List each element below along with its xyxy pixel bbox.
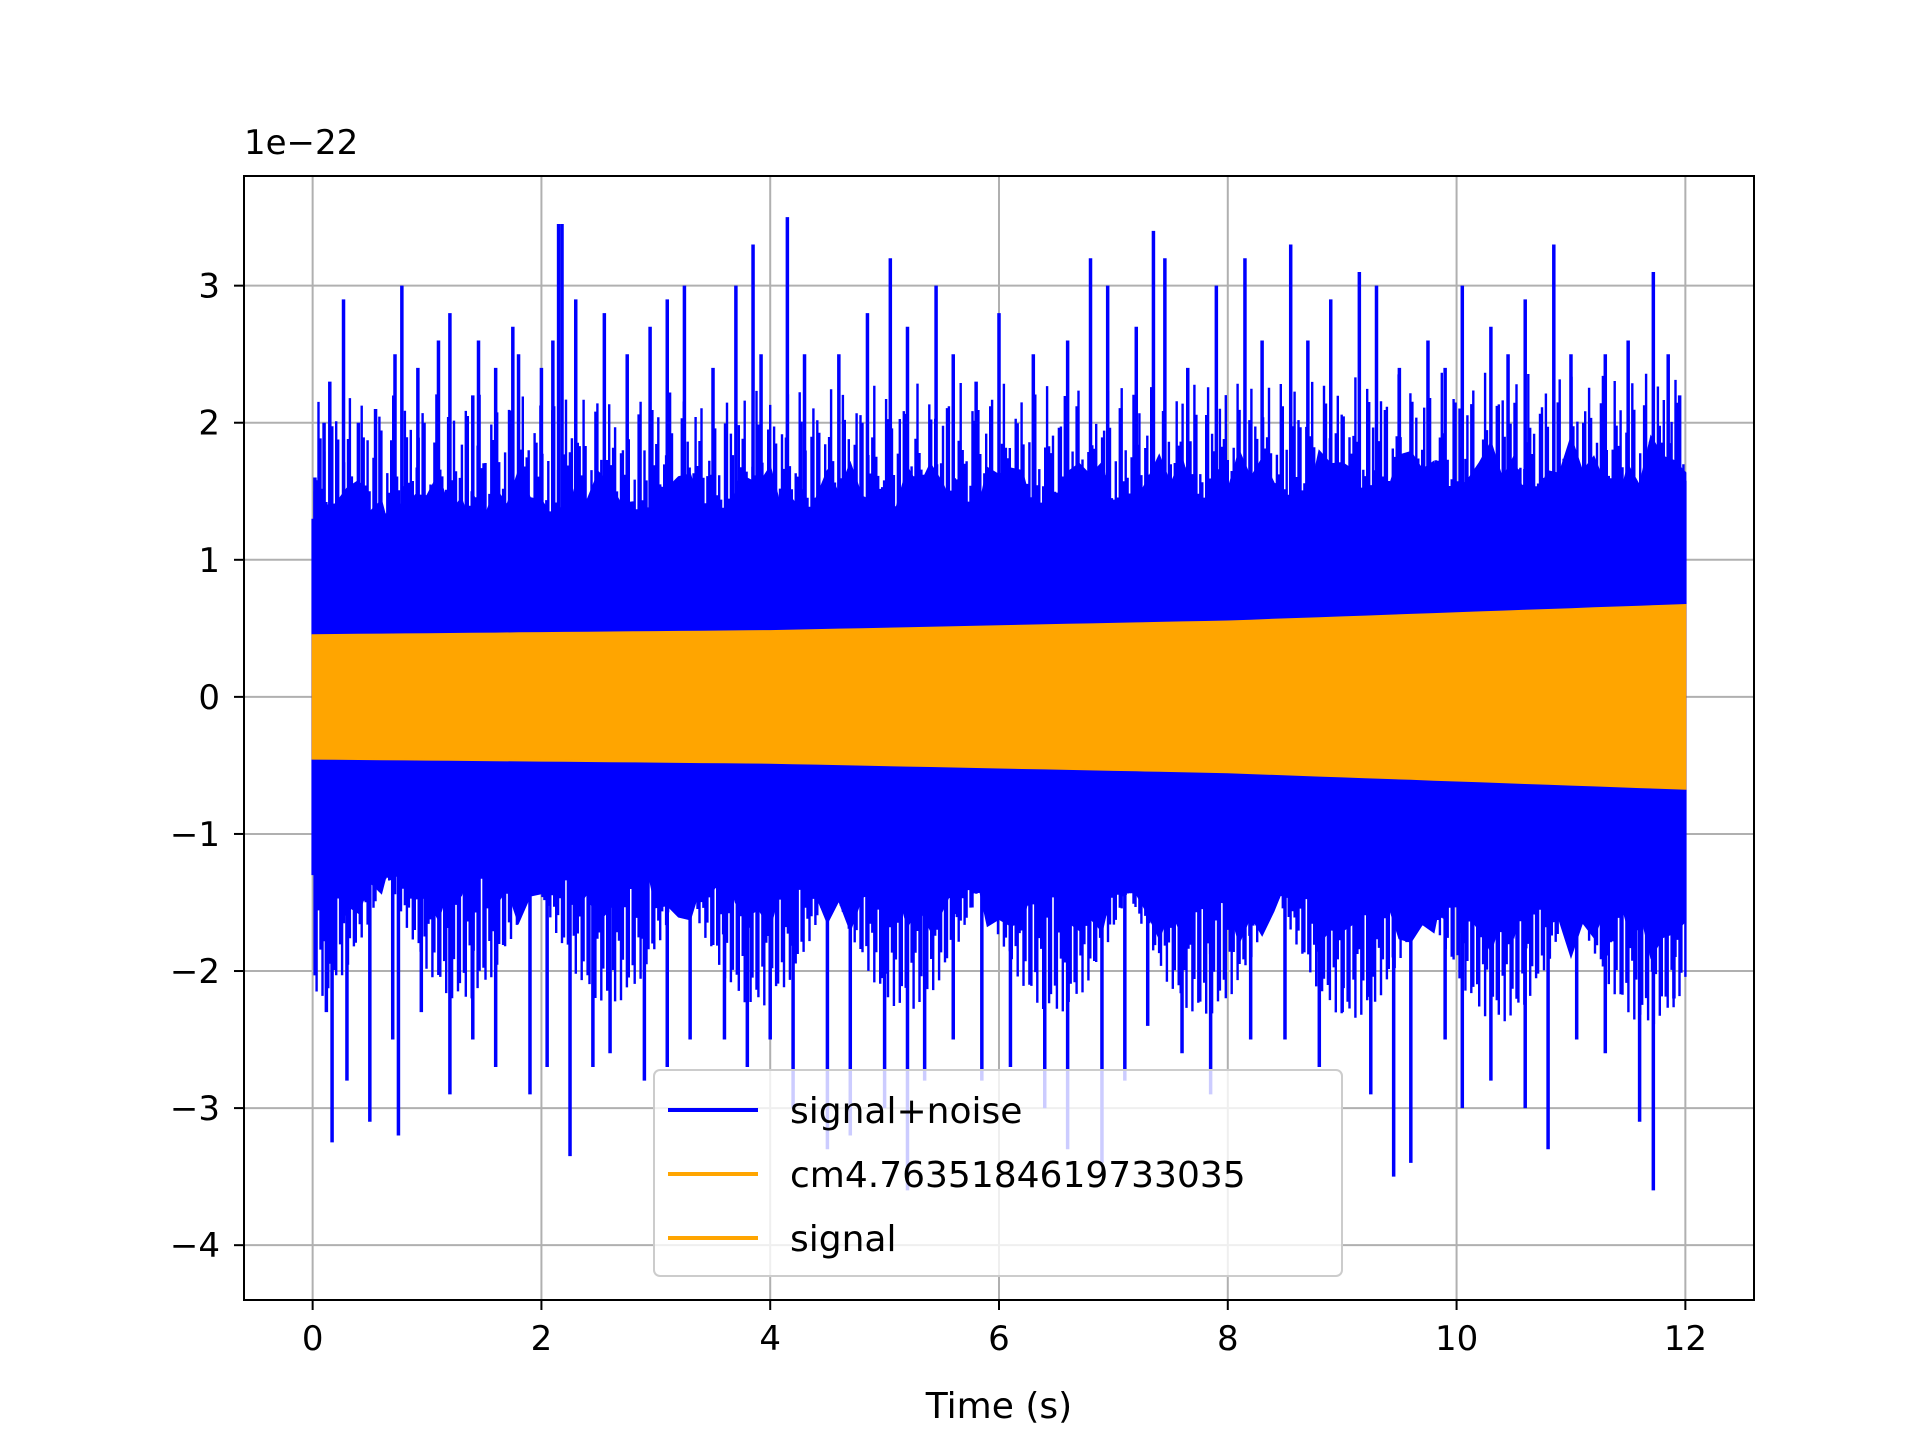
legend-label-1: cm4.7635184619733035 [790, 1155, 1246, 1196]
x-tick-label-5: 10 [1435, 1319, 1478, 1359]
y-tick-label-3: −1 [170, 815, 220, 855]
x-tick-label-1: 2 [531, 1319, 553, 1359]
plot-series [311, 217, 1687, 1191]
signal-band [311, 603, 1687, 790]
x-tick-label-2: 4 [759, 1319, 781, 1359]
y-offset-label: 1e−22 [244, 123, 358, 163]
legend-label-2: signal [790, 1219, 897, 1260]
y-tick-label-0: −4 [170, 1226, 220, 1266]
x-tick-label-0: 0 [302, 1319, 324, 1359]
legend: signal+noise cm4.7635184619733035 signal [653, 1069, 1343, 1277]
legend-box [653, 1069, 1343, 1277]
y-tick-label-1: −3 [170, 1089, 220, 1129]
x-tick-label-3: 6 [988, 1319, 1010, 1359]
y-tick-label-5: 1 [198, 541, 220, 581]
x-axis-label: Time (s) [925, 1386, 1072, 1427]
legend-label-0: signal+noise [790, 1091, 1022, 1132]
y-tick-label-4: 0 [198, 678, 220, 718]
x-tick-label-6: 12 [1664, 1319, 1707, 1359]
y-tick-label-7: 3 [198, 267, 220, 307]
y-tick-label-2: −2 [170, 952, 220, 992]
x-tick-label-4: 8 [1217, 1319, 1239, 1359]
y-tick-label-6: 2 [198, 404, 220, 444]
